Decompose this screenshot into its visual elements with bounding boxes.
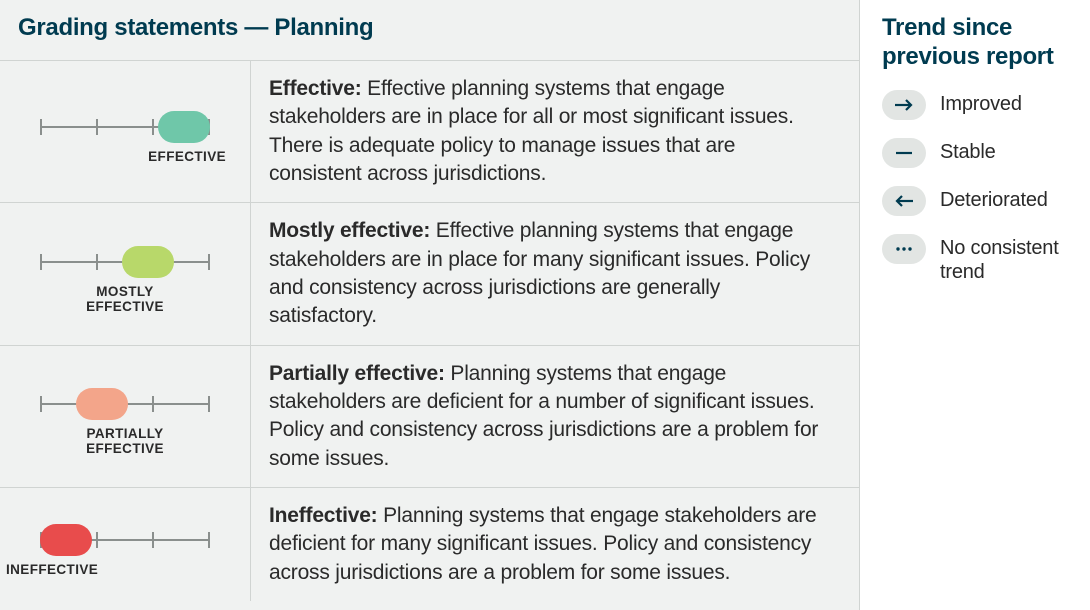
grade-badge-cell: EFFECTIVE (0, 61, 250, 202)
trend-label: Stable (940, 138, 996, 164)
grade-badge-cell: MOSTLYEFFECTIVE (0, 203, 250, 344)
grade-pill (122, 246, 174, 278)
trend-row: No consistent trend (882, 234, 1072, 284)
grade-row: PARTIALLYEFFECTIVE Partially effective: P… (0, 345, 859, 487)
grade-scale (40, 384, 210, 424)
arrow-left-icon (882, 186, 926, 216)
grade-badge-cell: INEFFECTIVE (0, 488, 250, 601)
grade-description: Mostly effective: Effective planning sys… (250, 203, 859, 344)
grade-description: Effective: Effective planning systems th… (250, 61, 859, 202)
grade-badge-label: EFFECTIVE (148, 149, 232, 165)
trend-panel: Trend since previous report Improved Stab… (860, 0, 1090, 610)
grade-scale (40, 107, 210, 147)
grade-pill (76, 388, 128, 420)
grading-statements-figure: Grading statements — Planning EFFECTIVEE… (0, 0, 1090, 610)
grade-scale (40, 242, 210, 282)
trend-label: Deteriorated (940, 186, 1048, 212)
grade-badge-label: PARTIALLYEFFECTIVE (86, 426, 164, 457)
grade-pill (158, 111, 210, 143)
grade-description: Partially effective: Planning systems th… (250, 346, 859, 487)
main-heading: Grading statements — Planning (0, 0, 859, 60)
trend-row: Deteriorated (882, 186, 1072, 216)
trend-row: Stable (882, 138, 1072, 168)
grade-badge-cell: PARTIALLYEFFECTIVE (0, 346, 250, 487)
grade-row: EFFECTIVE Effective: Effective planning s… (0, 60, 859, 202)
arrow-right-icon (882, 90, 926, 120)
grade-scale (40, 520, 210, 560)
dash-icon (882, 138, 926, 168)
trend-label: No consistent trend (940, 234, 1072, 284)
main-panel: Grading statements — Planning EFFECTIVEE… (0, 0, 860, 610)
grade-badge-label: MOSTLYEFFECTIVE (86, 284, 164, 315)
grade-description: Ineffective: Planning systems that engag… (250, 488, 859, 601)
trend-heading: Trend since previous report (882, 14, 1072, 72)
trend-row: Improved (882, 90, 1072, 120)
grade-pill (40, 524, 92, 556)
trend-label: Improved (940, 90, 1022, 116)
dots-icon (882, 234, 926, 264)
grade-row: MOSTLYEFFECTIVE Mostly effective: Effecti… (0, 202, 859, 344)
grade-badge-label: INEFFECTIVE (6, 562, 98, 578)
grade-row: INEFFECTIVE Ineffective: Planning systems… (0, 487, 859, 601)
